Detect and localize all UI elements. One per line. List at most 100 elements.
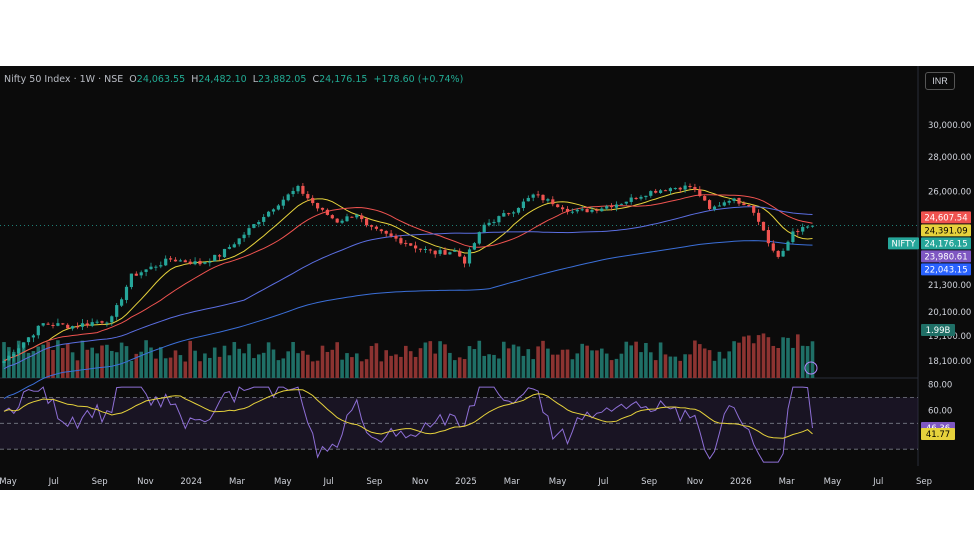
price-tag-label: 24,176.15 (924, 239, 967, 249)
time-tick-label: Nov (137, 477, 154, 487)
candle-body (605, 206, 609, 209)
volume-bar (188, 340, 192, 378)
volume-bar (570, 359, 575, 378)
candle-body (311, 197, 315, 204)
price-tick-label: 21,300.00 (928, 281, 971, 291)
candle-body (105, 322, 109, 324)
candle-body (271, 209, 276, 212)
candle-body (213, 254, 217, 262)
volume-tag-label: 1.99B (926, 326, 951, 336)
candle-body (796, 231, 800, 233)
candle-body (443, 250, 447, 255)
candle-body (134, 273, 138, 276)
candle-body (389, 233, 393, 237)
candle-body (330, 215, 334, 219)
volume-bar (325, 351, 330, 378)
candle-body (722, 202, 726, 206)
candle-body (203, 262, 207, 264)
volume-bar (65, 343, 70, 378)
candle-body (453, 250, 457, 252)
volume-bar (320, 345, 325, 378)
candle-body (458, 250, 462, 257)
candle-body (178, 260, 182, 262)
candle-body (423, 248, 427, 250)
volume-bar (644, 342, 648, 378)
volume-bar (492, 354, 496, 378)
price-tag-label: 24,391.09 (924, 226, 967, 236)
volume-bar (428, 341, 433, 378)
volume-bar (408, 351, 413, 378)
candle-body (66, 324, 70, 329)
price-chart[interactable]: 30,000.0028,000.0026,000.0022,500.0021,3… (0, 66, 974, 490)
price-tick-label: 28,000.00 (928, 153, 971, 163)
candle-body (360, 215, 364, 220)
candle-body (26, 337, 31, 343)
volume-bar (580, 343, 584, 378)
candle-body (154, 266, 158, 268)
candle-body (208, 261, 212, 263)
volume-bar (149, 347, 153, 378)
volume-bar (742, 336, 746, 378)
time-tick-label: Jul (322, 477, 333, 487)
candle-body (614, 204, 619, 208)
candle-body (698, 189, 702, 197)
candle-body (31, 335, 35, 338)
candle-body (492, 221, 496, 223)
volume-bar (683, 354, 687, 378)
volume-bar (291, 342, 295, 378)
price-tag-label: 24,607.54 (924, 213, 967, 223)
volume-bar (502, 341, 506, 378)
candle-body (668, 188, 672, 192)
time-tick-label: May (0, 477, 17, 487)
volume-bar (462, 359, 467, 378)
candle-body (124, 286, 129, 300)
volume-bar (526, 349, 531, 378)
currency-button[interactable]: INR (925, 72, 955, 90)
volume-bar (266, 342, 271, 378)
volume-bar (203, 353, 207, 378)
volume-bar (70, 352, 75, 378)
volume-bar (516, 346, 521, 378)
volume-bar (31, 351, 36, 378)
price-tag-bg (921, 263, 971, 276)
volume-bar (688, 354, 692, 378)
volume-bar (575, 353, 580, 378)
candle-body (369, 225, 374, 227)
candle-body (732, 198, 736, 201)
volume-bar (624, 341, 629, 378)
candle-body (575, 209, 579, 212)
volume-bar (154, 358, 158, 378)
volume-bar (281, 358, 286, 378)
volume-bar (75, 360, 80, 378)
candle-body (541, 194, 545, 201)
volume-bar (404, 345, 408, 378)
candle-body (291, 190, 295, 195)
candle-body (325, 209, 329, 215)
candle-body (169, 258, 173, 260)
candle-body (218, 255, 222, 257)
close-label: C (312, 74, 320, 85)
volume-bar (296, 353, 300, 378)
volume-bar (110, 350, 114, 378)
volume-bar (80, 340, 85, 378)
candle-body (781, 250, 785, 257)
candle-body (752, 205, 756, 213)
candle-body (139, 272, 143, 276)
candle-body (629, 197, 633, 202)
volume-bar (178, 355, 183, 378)
volume-bar (585, 345, 589, 378)
volume-bar (653, 360, 658, 378)
candle-body (237, 238, 241, 245)
price-tag-bg (921, 250, 971, 263)
candle-body (663, 190, 668, 192)
ma-blue-line (3, 206, 813, 370)
volume-bar (242, 353, 246, 378)
volume-bar (619, 353, 624, 378)
ma-yellow-line (3, 188, 813, 362)
candle-body (404, 242, 408, 244)
price-tag-bg (921, 224, 971, 237)
time-tick-label: 2024 (180, 477, 202, 487)
time-tick-label: 2025 (455, 477, 477, 487)
candle-body (801, 227, 805, 232)
candle-body (17, 348, 21, 354)
